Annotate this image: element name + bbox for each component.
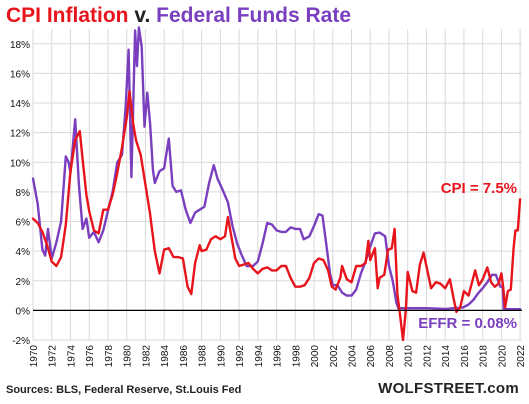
x-tick-label: 2012 xyxy=(422,345,433,368)
x-tick-label: 1996 xyxy=(273,345,284,368)
x-tick-label: 1970 xyxy=(29,345,40,368)
x-tick-label: 1976 xyxy=(85,345,96,368)
x-tick-label: 1974 xyxy=(66,345,77,368)
x-tick-label: 1982 xyxy=(141,345,152,368)
x-tick-label: 2016 xyxy=(460,345,471,368)
x-tick-label: 1998 xyxy=(291,345,302,368)
x-tick-label: 2002 xyxy=(329,345,340,368)
y-tick-label: 8% xyxy=(16,188,31,199)
x-tick-label: 2022 xyxy=(516,345,527,368)
y-tick-label: 16% xyxy=(10,69,30,80)
y-tick-label: 0% xyxy=(16,306,31,317)
x-tick-label: 2020 xyxy=(497,345,508,368)
x-tick-label: 2008 xyxy=(385,345,396,368)
x-tick-label: 1994 xyxy=(254,345,265,368)
y-tick-label: -2% xyxy=(12,336,30,347)
chart-title: CPI Inflation v. Federal Funds Rate xyxy=(6,4,351,28)
cpi-annotation: CPI = 7.5% xyxy=(441,180,517,197)
x-tick-label: 1988 xyxy=(198,345,209,368)
x-tick-label: 2018 xyxy=(479,345,490,368)
x-tick-label: 1992 xyxy=(235,345,246,368)
source-note: Sources: BLS, Federal Reserve, St.Louis … xyxy=(6,384,242,396)
y-tick-label: 14% xyxy=(10,99,30,110)
x-tick-label: 2010 xyxy=(404,345,415,368)
y-tick-label: 6% xyxy=(16,218,31,229)
x-tick-label: 2006 xyxy=(366,345,377,368)
x-tick-label: 1972 xyxy=(48,345,59,368)
x-tick-label: 1990 xyxy=(216,345,227,368)
x-tick-label: 1986 xyxy=(179,345,190,368)
series-layer xyxy=(31,26,522,342)
y-tick-label: 12% xyxy=(10,129,30,140)
brand-logo: WOLFSTREET.com xyxy=(378,380,519,397)
title-fed-funds: Federal Funds Rate xyxy=(156,4,352,27)
x-tick-label: 2014 xyxy=(441,345,452,368)
x-tick-label: 2000 xyxy=(310,345,321,368)
x-tick-label: 1984 xyxy=(160,345,171,368)
effr-annotation: EFFR = 0.08% xyxy=(418,315,517,332)
y-tick-label: 4% xyxy=(16,247,31,258)
y-tick-label: 18% xyxy=(10,40,30,51)
tick-labels: -2% 0% 2% 4% 6% 8% 10% 12% 14% 16% 18% 1970 1972 1974… xyxy=(10,40,527,367)
x-tick-label: 1978 xyxy=(104,345,115,368)
title-versus: v. xyxy=(134,4,151,27)
cpi-line xyxy=(31,90,522,342)
effr-line xyxy=(31,26,522,311)
x-tick-label: 1980 xyxy=(123,345,134,368)
x-tick-label: 2004 xyxy=(348,345,359,368)
y-tick-label: 2% xyxy=(16,277,31,288)
y-tick-label: 10% xyxy=(10,158,30,169)
title-cpi: CPI Inflation xyxy=(6,4,129,27)
